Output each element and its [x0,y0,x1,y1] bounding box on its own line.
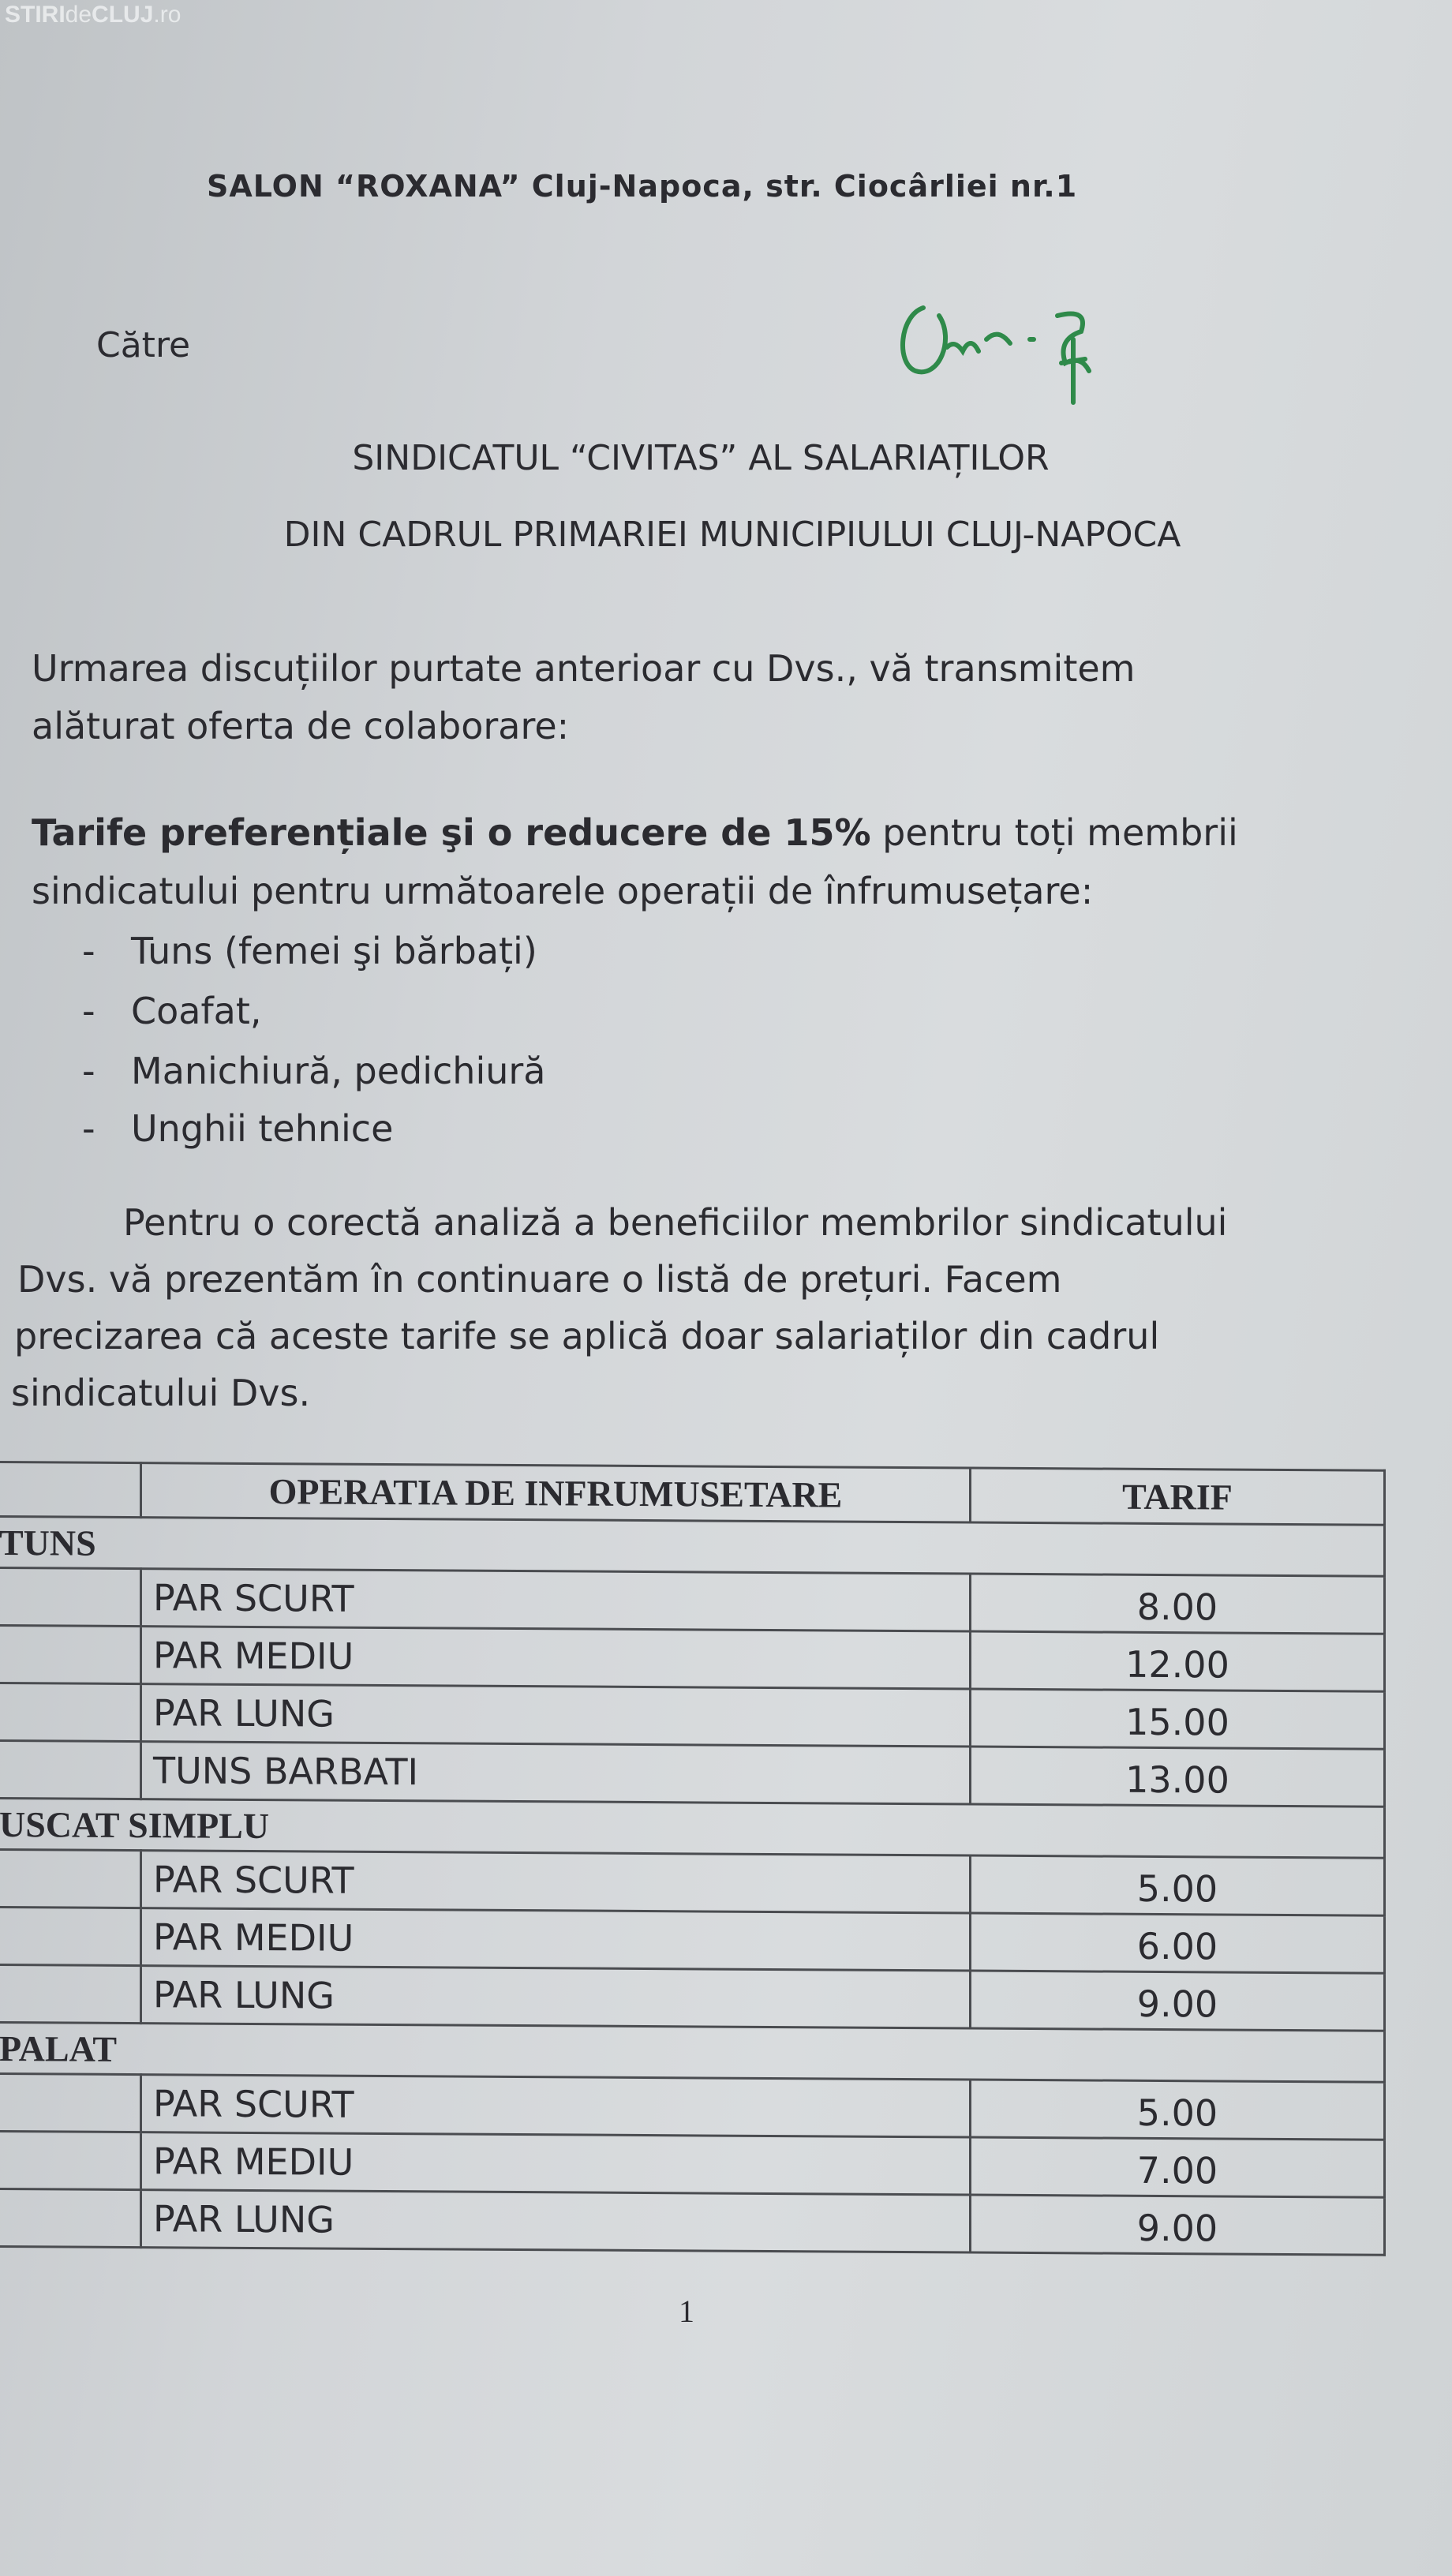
tarif-cell: 6.00 [970,1913,1385,1974]
blank-cell [0,1907,141,1966]
service-item: Tuns (femei şi bărbați) [131,930,537,972]
table-row: PAR SCURT 5.00 [0,2073,1385,2140]
note-line-3: precizarea că aceste tarife se aplică do… [14,1315,1160,1357]
table-group-row: TUNS [0,1516,1385,1577]
blank-cell [0,1964,141,2024]
blank-cell [0,1849,141,1908]
list-bullet: - [82,1050,95,1092]
table-row: PAR SCURT 5.00 [0,1849,1385,1916]
operation-cell: PAR LUNG [140,1683,971,1747]
intro-line-2: alăturat oferta de colaborare: [32,705,570,747]
offer-line-2: sindicatului pentru următoarele operații… [32,870,1094,912]
operation-cell: PAR MEDIU [140,1626,971,1690]
offer-highlight: Tarife preferențiale şi o reducere de 15… [32,811,871,854]
blank-cell [0,1683,141,1742]
group-name: TUNS [0,1516,1385,1577]
service-item: Coafat, [131,990,262,1032]
table-group-row: PALAT [0,2022,1385,2083]
table-row: PAR LUNG 9.00 [0,2188,1385,2256]
tarif-cell: 5.00 [970,2080,1385,2140]
list-bullet: - [82,930,95,972]
operation-cell: PAR MEDIU [140,1908,971,1971]
operation-cell: PAR LUNG [140,1965,971,2029]
tarif-cell: 13.00 [970,1747,1385,1807]
blank-cell [0,1567,141,1627]
table-row: PAR LUNG 15.00 [0,1683,1385,1750]
offer-line-1: Tarife preferențiale şi o reducere de 15… [32,811,1238,854]
blank-cell [0,1625,141,1684]
operation-cell: PAR SCURT [140,1850,971,1914]
list-bullet: - [82,1107,95,1150]
tarif-cell: 5.00 [970,1855,1385,1916]
operation-cell: PAR SCURT [140,1568,971,1632]
blank-cell [0,2188,141,2248]
header-tarif: TARIF [970,1468,1385,1526]
note-line-4: sindicatului Dvs. [11,1372,311,1414]
handwritten-registration-mark [900,305,1091,405]
table-row: PAR MEDIU 7.00 [0,2131,1385,2198]
service-item: Unghii tehnice [131,1107,394,1150]
tarif-cell: 9.00 [970,1971,1385,2031]
blank-cell [0,2131,141,2190]
tarif-cell: 8.00 [970,1574,1385,1634]
tarif-cell: 9.00 [970,2195,1385,2256]
table-row: PAR MEDIU 6.00 [0,1907,1385,1974]
tarif-cell: 12.00 [970,1631,1385,1692]
recipient-label: Către [96,325,191,365]
intro-line-1: Urmarea discuțiilor purtate anterioar cu… [32,647,1136,690]
page-number: 1 [679,2293,694,2329]
tarif-cell: 7.00 [970,2137,1385,2198]
recipient-line-2: DIN CADRUL PRIMARIEI MUNICIPIULUI CLUJ-N… [283,515,1181,555]
table-header-row: OPERATIA DE INFRUMUSETARE TARIF [0,1462,1385,1526]
operation-cell: PAR LUNG [140,2189,971,2253]
header-blank [0,1462,141,1518]
operation-cell: PAR MEDIU [140,2132,971,2196]
recipient-line-1: SINDICATUL “CIVITAS” AL SALARIAȚILOR [352,438,1050,478]
group-name: PALAT [0,2022,1385,2083]
header-operation: OPERATIA DE INFRUMUSETARE [140,1462,971,1523]
note-line-2: Dvs. vă prezentăm în continuare o listă … [17,1258,1062,1301]
note-line-1: Pentru o corectă analiză a beneficiilor … [123,1201,1228,1244]
tarif-cell: 15.00 [970,1689,1385,1750]
watermark-logo: STIRIdeCLUJ.ro [5,2,182,28]
offer-rest: pentru toți membrii [870,811,1238,854]
operation-cell: PAR SCURT [140,2074,971,2138]
table-row: TUNS BARBATI 13.00 [0,1740,1385,1807]
operation-cell: TUNS BARBATI [140,1741,971,1805]
table-group-row: USCAT SIMPLU [0,1798,1385,1859]
table-row: PAR LUNG 9.00 [0,1964,1385,2031]
price-table: OPERATIA DE INFRUMUSETARE TARIF TUNS PAR … [0,1461,1386,2256]
blank-cell [0,2073,141,2132]
list-bullet: - [82,990,95,1032]
service-item: Manichiură, pedichiură [131,1050,546,1092]
table-row: PAR SCURT 8.00 [0,1567,1385,1634]
blank-cell [0,1740,141,1799]
table-row: PAR MEDIU 12.00 [0,1625,1385,1692]
letterhead: SALON “ROXANA” Cluj-Napoca, str. Ciocârl… [207,169,1078,204]
group-name: USCAT SIMPLU [0,1798,1385,1859]
